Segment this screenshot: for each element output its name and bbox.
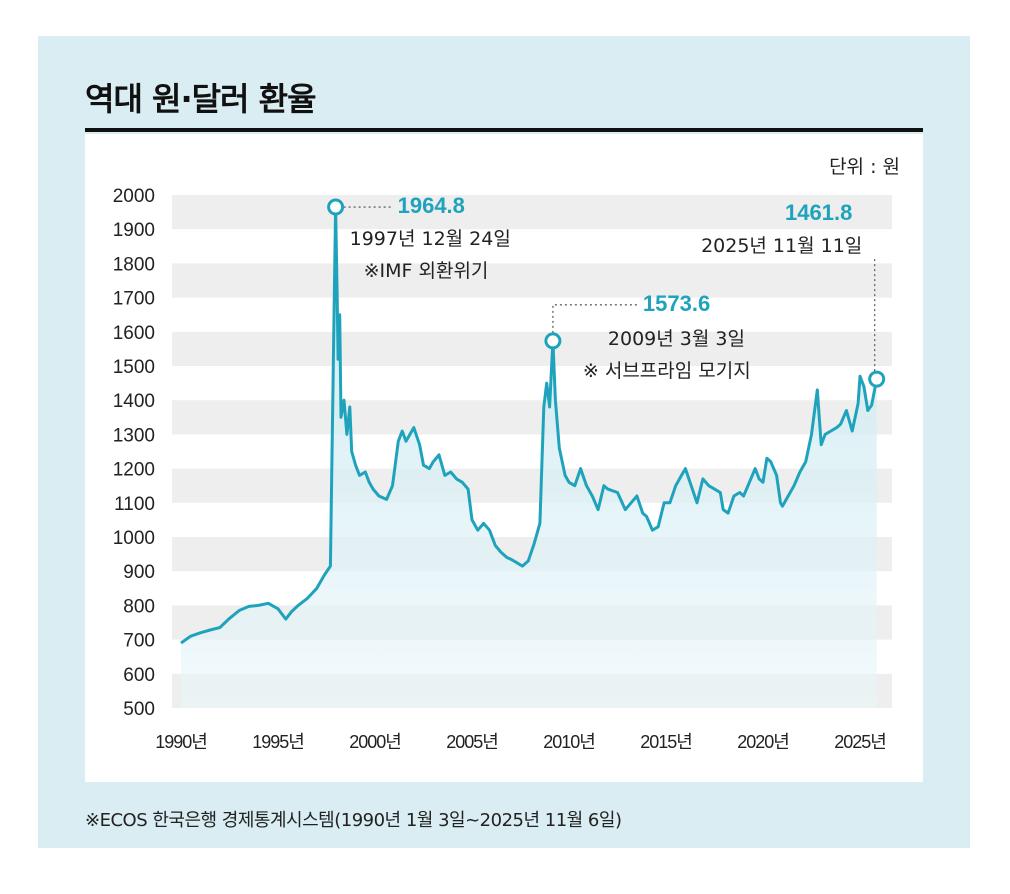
y-tick-label: 1900 [113, 220, 155, 241]
grid-band [172, 468, 892, 503]
y-tick-label: 1200 [113, 460, 155, 481]
annotation-value: 1461.8 [785, 200, 852, 225]
x-axis-labels: 1990년 1995년 2000년 2005년 2010년 2015년 2020년 2025년 [155, 732, 887, 752]
annotation-date: 1997년 12월 24일 [350, 228, 511, 250]
annotation-date: 2025년 11월 11일 [701, 235, 862, 257]
y-tick-label: 1000 [113, 528, 155, 549]
peak-marker [327, 198, 345, 216]
series-layer [180, 205, 879, 708]
y-tick-label: 1400 [113, 391, 155, 412]
x-tick-label: 2020년 [737, 732, 789, 752]
x-tick-label: 2000년 [349, 732, 401, 752]
x-tick-label: 2025년 [834, 732, 886, 752]
x-tick-label: 2005년 [446, 732, 498, 752]
x-tick-label: 2015년 [640, 732, 692, 752]
chart-title: 역대 원·달러 환율 [85, 80, 317, 118]
annotations-layer: 1964.8 1997년 12월 24일 ※IMF 외환위기 1573.6 2009년 … [327, 193, 886, 388]
annotation-note: ※ 서브프라임 모기지 [583, 360, 751, 382]
source-footnote: ※ECOS 한국은행 경제통계시스템(1990년 1월 3일~2025년 11월… [85, 810, 622, 831]
y-tick-label: 2000 [113, 186, 155, 207]
x-tick-label: 1990년 [155, 732, 207, 752]
y-tick-label: 1800 [113, 254, 155, 275]
y-tick-label: 600 [123, 665, 155, 686]
y-tick-label: 500 [123, 699, 155, 720]
annotation-value: 1573.6 [643, 291, 710, 316]
title-underline [85, 128, 923, 132]
y-tick-label: 1300 [113, 425, 155, 446]
x-tick-label: 2010년 [543, 732, 595, 752]
series-area [181, 207, 877, 708]
grid-band [172, 195, 892, 230]
annotation-value: 1964.8 [398, 193, 465, 218]
grid-band [172, 400, 892, 435]
grid-band [172, 263, 892, 298]
y-axis-labels: 2000 1900 1800 1700 1600 1500 1400 1300 1200 1100… [113, 186, 155, 720]
series-line [180, 205, 879, 645]
y-tick-label: 800 [123, 596, 155, 617]
peak-marker [544, 332, 562, 350]
y-tick-label: 900 [123, 562, 155, 583]
peak-marker [868, 370, 886, 388]
x-tick-label: 1995년 [252, 732, 304, 752]
y-tick-label: 1600 [113, 323, 155, 344]
y-tick-label: 700 [123, 631, 155, 652]
unit-label: 단위 : 원 [829, 156, 900, 178]
y-tick-label: 1500 [113, 357, 155, 378]
y-tick-label: 1700 [113, 289, 155, 310]
y-tick-label: 1100 [114, 494, 155, 515]
grid-band [172, 331, 892, 366]
annotation-note: ※IMF 외환위기 [364, 260, 489, 282]
annotation-date: 2009년 3월 3일 [608, 328, 745, 350]
